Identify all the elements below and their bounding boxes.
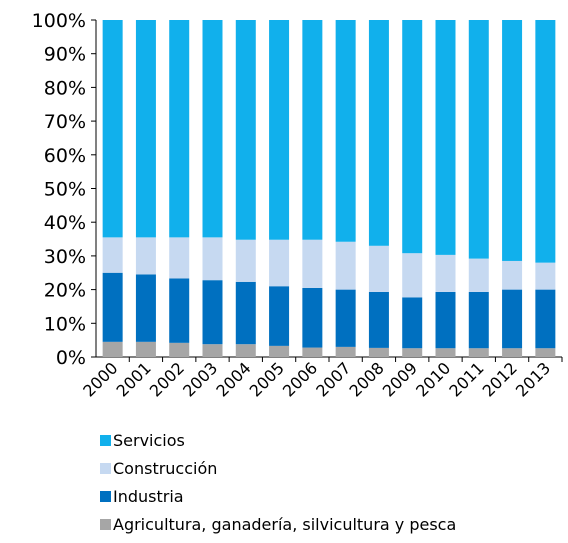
bar-segment xyxy=(435,291,456,349)
bar-segment xyxy=(135,237,156,275)
bar-segment xyxy=(402,253,423,298)
bar-segment xyxy=(135,274,156,342)
bar-segment xyxy=(535,348,556,357)
bar-segment xyxy=(235,239,256,282)
bar-segment xyxy=(169,278,190,343)
y-tick-label: 90% xyxy=(44,44,86,66)
x-tick-label: 2012 xyxy=(479,358,521,400)
legend-swatch xyxy=(100,519,111,530)
bar-segment xyxy=(502,289,523,349)
x-tick-label: 2013 xyxy=(512,358,554,400)
legend-label: Industria xyxy=(113,487,184,506)
bar-segment xyxy=(102,237,123,273)
legend-label: Servicios xyxy=(113,431,185,450)
bar-segment xyxy=(269,286,290,346)
y-tick-label: 0% xyxy=(56,347,86,369)
bar-segment xyxy=(335,20,356,242)
bar-segment xyxy=(269,239,290,287)
bar-segment xyxy=(368,347,389,357)
legend-swatch xyxy=(100,435,111,446)
x-tick-label: 2006 xyxy=(279,358,321,400)
x-tick-label: 2007 xyxy=(312,358,354,400)
bar-segment xyxy=(102,341,123,357)
legend-label: Agricultura, ganadería, silvicultura y p… xyxy=(113,515,456,534)
bar-segment xyxy=(535,262,556,290)
y-tick-label: 40% xyxy=(44,212,86,234)
x-tick-label: 2003 xyxy=(179,358,221,400)
bar-segment xyxy=(402,348,423,357)
bar-segment xyxy=(335,289,356,347)
y-tick-label: 20% xyxy=(44,280,86,302)
bar-segment xyxy=(102,20,123,238)
legend-label: Construcción xyxy=(113,459,217,478)
bar-segment xyxy=(368,20,389,246)
y-tick-label: 100% xyxy=(32,10,86,32)
bar-segment xyxy=(335,241,356,290)
y-tick-label: 30% xyxy=(44,246,86,268)
bar-segment xyxy=(169,342,190,357)
bar-segment xyxy=(502,348,523,357)
x-tick-label: 2002 xyxy=(146,358,188,400)
bar-segment xyxy=(235,281,256,345)
bar-segment xyxy=(468,258,489,292)
bar-segment xyxy=(135,341,156,357)
bar-segment xyxy=(468,291,489,349)
bar-segment xyxy=(269,20,290,240)
bar-segment xyxy=(302,239,323,288)
bar-segment xyxy=(402,297,423,349)
bar-segment xyxy=(235,20,256,240)
y-tick-label: 50% xyxy=(44,179,86,201)
bar-segment xyxy=(302,20,323,240)
bar-segment xyxy=(169,237,190,279)
x-tick-label: 2008 xyxy=(346,358,388,400)
y-tick-label: 70% xyxy=(44,111,86,133)
bar-segment xyxy=(335,346,356,357)
bar-segment xyxy=(202,237,223,281)
x-tick-label: 2010 xyxy=(412,358,454,400)
bar-segment xyxy=(202,280,223,345)
bar-segment xyxy=(102,272,123,342)
x-tick-label: 2005 xyxy=(246,358,288,400)
x-tick-label: 2001 xyxy=(113,358,155,400)
bar-segment xyxy=(435,348,456,357)
bar-segment xyxy=(468,20,489,259)
legend-swatch xyxy=(100,491,111,502)
bar-segment xyxy=(502,20,523,261)
bar-segment xyxy=(435,20,456,255)
bar-segment xyxy=(169,20,190,238)
x-tick-label: 2009 xyxy=(379,358,421,400)
y-tick-label: 10% xyxy=(44,313,86,335)
bar-segment xyxy=(202,20,223,238)
x-tick-label: 2011 xyxy=(445,358,487,400)
bar-segment xyxy=(468,348,489,357)
bar-segment xyxy=(202,344,223,357)
bar-segment xyxy=(535,20,556,263)
bar-segment xyxy=(368,291,389,348)
bar-segment xyxy=(535,289,556,349)
bar-segment xyxy=(502,260,523,290)
bar-segment xyxy=(302,347,323,357)
bar-segment xyxy=(302,287,323,348)
bar-segment xyxy=(135,20,156,238)
bar-segment xyxy=(368,245,389,292)
y-tick-label: 60% xyxy=(44,145,86,167)
bar-segment xyxy=(402,20,423,254)
x-tick-label: 2004 xyxy=(212,358,254,400)
bar-segment xyxy=(435,254,456,292)
legend-swatch xyxy=(100,463,111,474)
y-tick-label: 80% xyxy=(44,77,86,99)
bar-segment xyxy=(235,344,256,357)
bar-segment xyxy=(269,345,290,357)
